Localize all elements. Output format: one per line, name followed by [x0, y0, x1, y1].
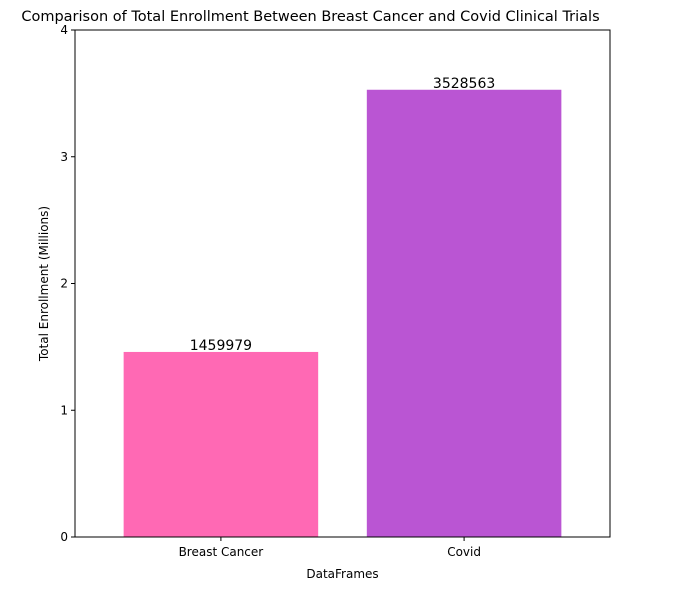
- bar-covid: [366, 89, 562, 537]
- y-axis-ticks: 0 1 2 3 4: [60, 23, 75, 544]
- bars-group: [123, 89, 562, 537]
- x-axis-label: DataFrames: [306, 567, 378, 581]
- y-tick-label: 4: [60, 23, 68, 37]
- x-axis-ticks: Breast Cancer Covid: [179, 537, 481, 559]
- bar-breast-cancer: [123, 351, 319, 537]
- y-tick-label: 2: [60, 277, 68, 291]
- y-axis-label: Total Enrollment (Millions): [37, 206, 51, 362]
- y-tick-label: 3: [60, 150, 68, 164]
- chart-title: Comparison of Total Enrollment Between B…: [21, 9, 599, 25]
- data-label: 3528563: [433, 76, 495, 92]
- y-tick-label: 1: [60, 403, 68, 417]
- x-tick-label: Covid: [447, 545, 481, 559]
- data-labels-group: 1459979 3528563: [190, 76, 496, 354]
- data-label: 1459979: [190, 338, 252, 354]
- x-tick-label: Breast Cancer: [179, 545, 264, 559]
- y-tick-label: 0: [60, 530, 68, 544]
